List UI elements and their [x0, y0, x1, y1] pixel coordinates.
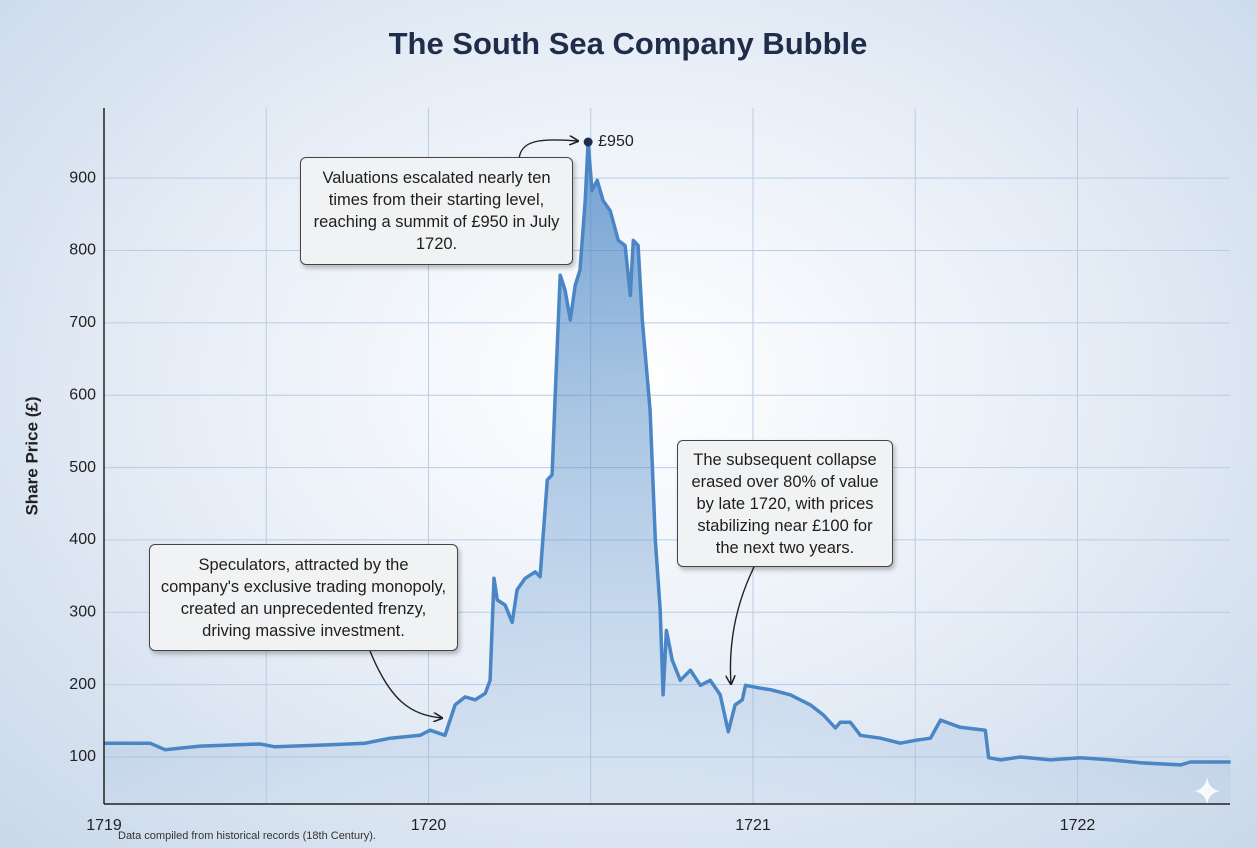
y-tick-label: 400 [69, 531, 96, 548]
y-tick-label: 500 [69, 459, 96, 476]
y-axis-label: Share Price (£) [22, 396, 41, 515]
arrow [518, 140, 578, 161]
footnote: Data compiled from historical records (1… [118, 830, 376, 842]
y-tick-label: 800 [69, 242, 96, 259]
callout: The subsequent collapse erased over 80% … [677, 440, 893, 567]
y-tick-label: 600 [69, 386, 96, 403]
arrow [730, 566, 755, 684]
arrow [369, 650, 442, 718]
peak-label: £950 [598, 133, 634, 150]
y-tick-label: 900 [69, 169, 96, 186]
plot [104, 140, 1231, 804]
x-tick-label: 1720 [411, 817, 447, 834]
area [104, 142, 1231, 804]
x-tick-label: 1719 [86, 817, 122, 834]
chart-title: The South Sea Company Bubble [389, 26, 868, 61]
peak-marker [583, 137, 593, 147]
y-tick-label: 700 [69, 314, 96, 331]
sparkle-icon [1194, 776, 1220, 806]
x-tick-label: 1722 [1060, 817, 1096, 834]
x-tick-label: 1721 [735, 817, 771, 834]
y-tick-label: 200 [69, 676, 96, 693]
callout: Speculators, attracted by the company's … [149, 544, 458, 651]
line [104, 140, 1231, 767]
callout: Valuations escalated nearly ten times fr… [300, 157, 573, 265]
y-tick-label: 300 [69, 603, 96, 620]
y-tick-label: 100 [69, 748, 96, 765]
